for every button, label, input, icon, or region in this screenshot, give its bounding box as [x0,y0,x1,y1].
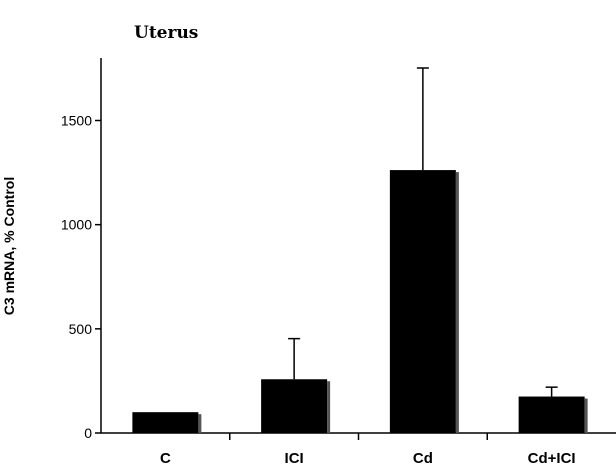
bar-shadow [584,398,588,433]
x-tick-label: ICI [285,450,304,467]
bar-shadow [198,414,202,433]
bar-shadow [327,381,331,433]
y-tick-label: 1000 [61,217,92,233]
chart-title: Uterus [134,23,198,43]
bar [389,170,456,434]
x-tick-label: Cd+ICI [528,450,576,467]
bar [518,396,585,433]
x-tick-label: Cd [413,450,433,467]
y-tick-label: 500 [69,321,93,337]
bar-shadow [455,172,459,434]
y-tick-label: 1500 [61,113,92,129]
x-tick-label: C [160,450,171,467]
y-tick-label: 0 [84,425,92,441]
plot-area: 0 500 1000 1500 C ICI Cd Cd+ICI [61,58,616,467]
bar [261,379,328,433]
bar [132,412,199,433]
y-axis-label: C3 mRNA, % Control [1,177,17,315]
